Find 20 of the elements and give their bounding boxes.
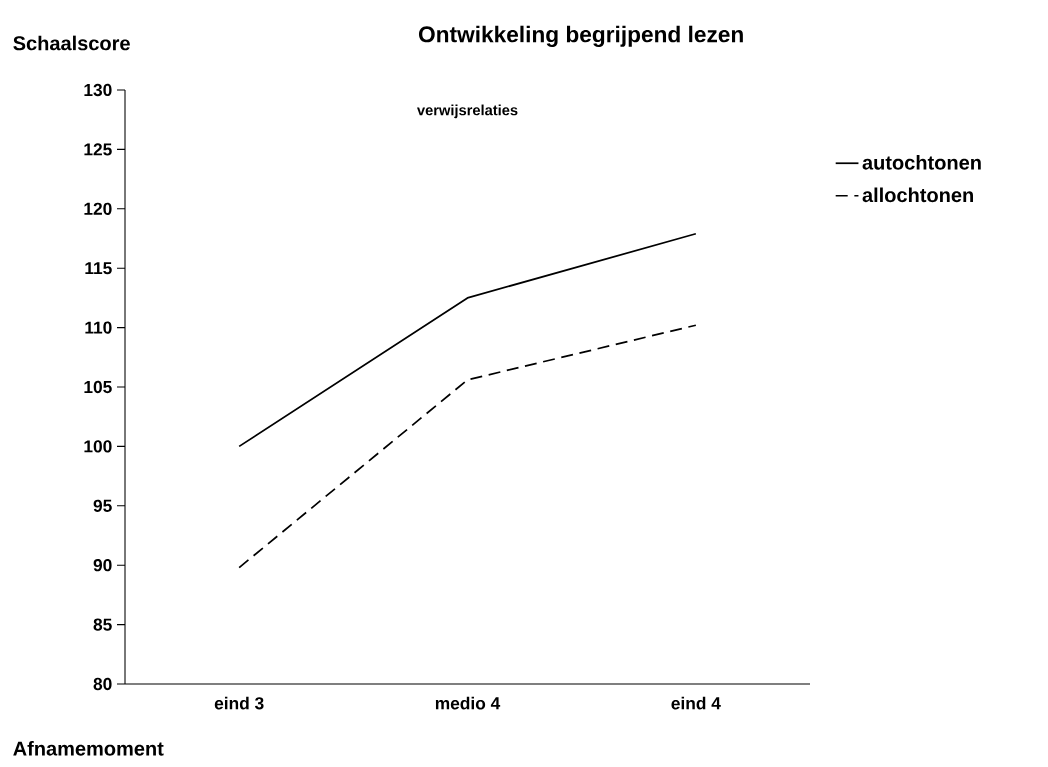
y-tick-label: 125 [84, 143, 112, 156]
x-axis-title: Afnamemoment [13, 740, 164, 756]
y-tick-label: 130 [84, 83, 112, 97]
x-tick-label: medio 4 [435, 696, 501, 710]
x-tick-label: eind 3 [214, 696, 264, 710]
text: verwijsrelaties [417, 104, 518, 119]
y-tick-label: 105 [84, 380, 112, 394]
y-tick-label: 85 [93, 618, 112, 631]
legend-label: allochtonen [862, 187, 973, 203]
y-tick-label: 115 [85, 262, 112, 275]
y-axis-title: Schaalscore [13, 35, 130, 51]
y-tick-label: 90 [93, 559, 112, 572]
y-tick-label: 100 [84, 440, 112, 453]
x-tick-label: eind 4 [671, 696, 721, 710]
y-tick-label: 80 [93, 677, 112, 691]
legend-label: autochtonen [862, 155, 981, 170]
y-tick-label: 120 [84, 202, 112, 215]
chart-title: Ontwikkeling begrijpend lezen [418, 25, 743, 47]
y-tick-label: 110 [85, 321, 112, 334]
y-tick-label: 95 [93, 499, 112, 512]
